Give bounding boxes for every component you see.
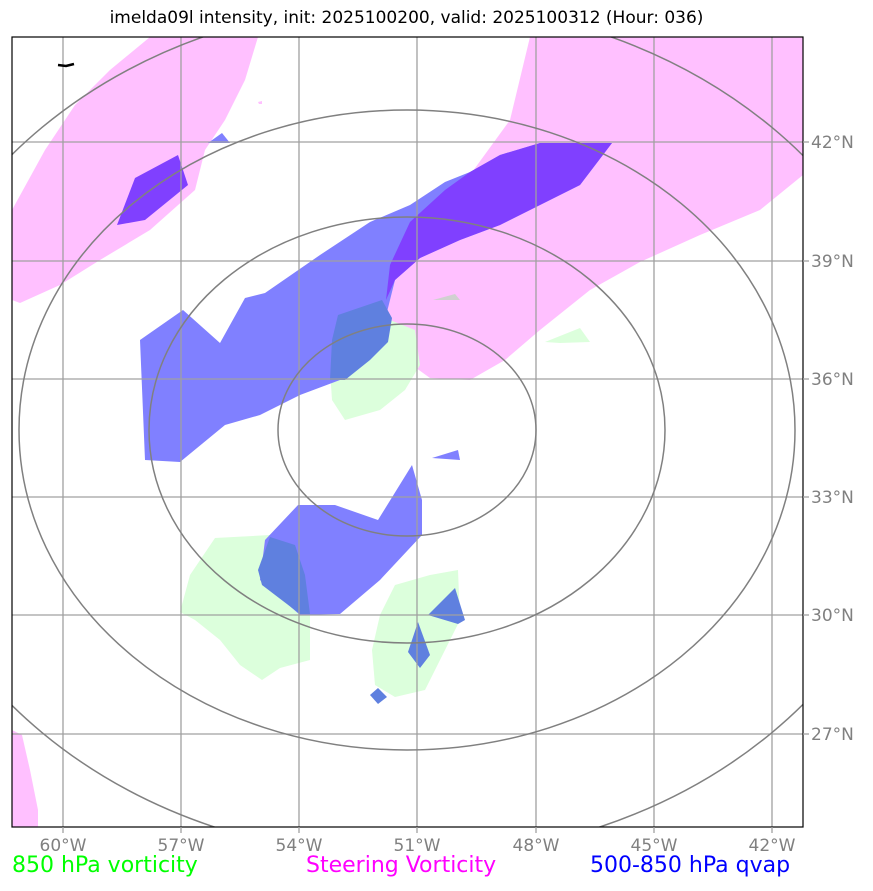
legend-qvap: 500-850 hPa qvap: [590, 853, 791, 878]
steering-vorticity-region-southwest: [12, 730, 38, 827]
overlap-region-northeast: [386, 143, 612, 300]
legend-steering-vorticity: Steering Vorticity: [306, 853, 497, 878]
lat-label-27n: 27°N: [811, 725, 854, 745]
distance-ring-3: [18, 109, 796, 751]
coastline-fragment: [57, 62, 75, 68]
lon-label-42w: 42°W: [749, 836, 796, 856]
lat-label-36n: 36°N: [811, 370, 854, 390]
lat-label-39n: 39°N: [811, 252, 854, 272]
latitude-labels: 42°N 39°N 36°N 33°N 30°N 27°N: [811, 133, 854, 745]
lon-label-51w: 51°W: [394, 836, 441, 856]
distance-rings: [12, 37, 803, 827]
lon-label-48w: 48°W: [513, 836, 560, 856]
distance-ring-1: [277, 323, 537, 537]
lon-label-45w: 45°W: [631, 836, 678, 856]
vorticity-region-east: [545, 328, 590, 343]
steering-vorticity-layer: [12, 37, 803, 827]
lon-label-60w: 60°W: [40, 836, 87, 856]
qvap-speck-east: [432, 450, 460, 460]
map-frame: [11, 36, 804, 828]
steering-vorticity-region-east: [385, 37, 803, 380]
tick-marks: [62, 141, 809, 833]
lat-label-30n: 30°N: [811, 606, 854, 626]
overlap-region-northwest: [117, 155, 188, 225]
lat-label-33n: 33°N: [811, 488, 854, 508]
longitude-labels: 60°W 57°W 54°W 51°W 48°W 45°W 42°W: [40, 836, 796, 856]
mixed-region-center: [330, 300, 392, 380]
steering-vorticity-speck: [258, 101, 262, 104]
shading-spot: [433, 294, 460, 300]
legend-850-vorticity: 850 hPa vorticity: [12, 853, 198, 878]
lon-label-54w: 54°W: [276, 836, 323, 856]
distance-ring-2: [148, 216, 666, 644]
overlap-layer: [117, 143, 612, 300]
steering-vorticity-region-west: [12, 37, 258, 303]
lat-label-42n: 42°N: [811, 133, 854, 153]
mixed-region-south-b: [408, 622, 430, 668]
lon-label-57w: 57°W: [158, 836, 205, 856]
qvap-speck-north: [208, 133, 230, 143]
map-title: imelda09l intensity, init: 2025100200, v…: [109, 8, 704, 28]
mixed-region-southwest: [258, 537, 310, 614]
mixed-region-south-c: [370, 688, 387, 704]
